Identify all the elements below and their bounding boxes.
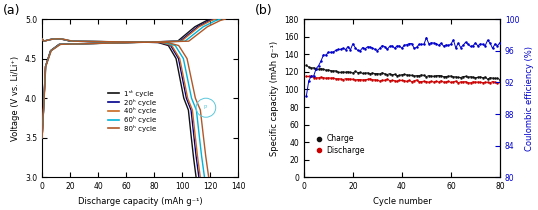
- Y-axis label: Coulombic efficiency (%): Coulombic efficiency (%): [525, 46, 534, 151]
- Legend: Charge, Discharge: Charge, Discharge: [314, 131, 368, 158]
- X-axis label: Discharge capacity (mAh g⁻¹): Discharge capacity (mAh g⁻¹): [78, 197, 202, 206]
- Text: P: P: [203, 105, 207, 110]
- Text: (a): (a): [3, 4, 20, 17]
- Y-axis label: Voltage (V vs. Li/Li⁺): Voltage (V vs. Li/Li⁺): [11, 56, 19, 141]
- Y-axis label: Specific capacity (mAh g⁻¹): Specific capacity (mAh g⁻¹): [270, 41, 279, 156]
- X-axis label: Cycle number: Cycle number: [372, 197, 431, 206]
- Legend: 1ˢᵗ cycle, 20ʰ cycle, 40ʰ cycle, 60ʰ cycle, 80ʰ cycle: 1ˢᵗ cycle, 20ʰ cycle, 40ʰ cycle, 60ʰ cyc…: [108, 90, 157, 132]
- Text: (b): (b): [255, 4, 272, 17]
